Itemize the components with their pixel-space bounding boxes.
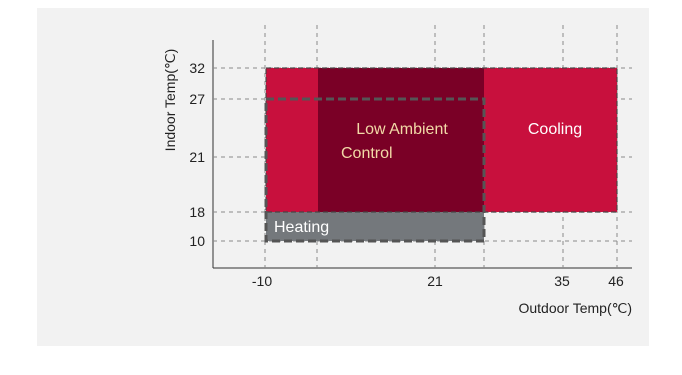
x-tick-label: 46 <box>608 273 624 289</box>
y-tick-label: 10 <box>189 233 205 249</box>
x-tick-label: -10 <box>252 273 272 289</box>
y-tick-label: 27 <box>189 91 205 107</box>
x-tick-label: 35 <box>554 273 570 289</box>
y-tick-label: 18 <box>189 204 205 220</box>
heating-region <box>266 212 484 241</box>
heating-label: Heating <box>274 219 329 236</box>
x-axis-title: Outdoor Temp(℃) <box>518 300 632 316</box>
y-tick-label: 32 <box>189 60 205 76</box>
low-ambient-label-line2: Control <box>341 145 393 162</box>
y-tick-label: 21 <box>189 149 205 165</box>
y-axis-title: Indoor Temp(℃) <box>162 49 178 152</box>
x-tick-label: 21 <box>427 273 443 289</box>
cooling-label: Cooling <box>528 121 582 138</box>
low-ambient-label-line1: Low Ambient <box>356 121 448 138</box>
heating-outline <box>264 97 486 243</box>
low-ambient-region <box>318 68 484 212</box>
